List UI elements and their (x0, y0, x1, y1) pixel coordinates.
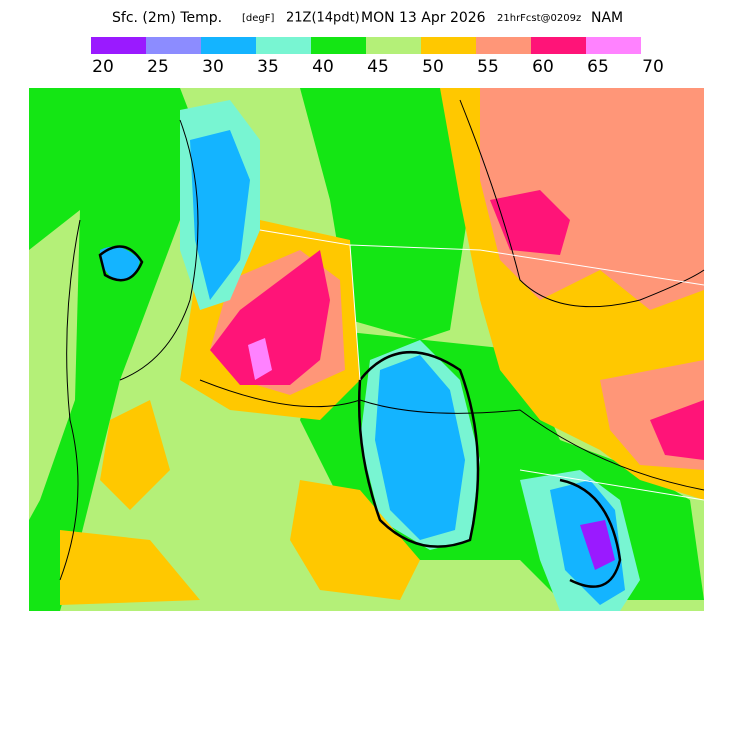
legend-swatch (586, 37, 641, 54)
title-model: NAM (591, 10, 623, 26)
legend-label: 35 (257, 57, 279, 77)
legend-swatch (476, 37, 531, 54)
contour (559, 478, 622, 588)
legend: 20 25 30 35 40 45 50 55 60 65 70 (91, 37, 664, 77)
title: Sfc. (2m) Temp. [degF] 21Z(14pdt) MON 13… (112, 10, 623, 26)
region-60 (490, 190, 570, 255)
legend-label: 30 (202, 57, 224, 77)
title-date: MON 13 Apr 2026 (361, 10, 486, 26)
region-55 (480, 88, 704, 310)
legend-swatch (421, 37, 476, 54)
title-forecast: 21hrFcst@0209z (497, 13, 581, 24)
legend-label: 50 (422, 57, 444, 77)
region-50 (290, 480, 420, 600)
region-50 (100, 400, 170, 510)
region-45 (29, 210, 80, 520)
region-50 (60, 530, 200, 605)
legend-label: 55 (477, 57, 499, 77)
contour (357, 351, 480, 548)
legend-label: 25 (147, 57, 169, 77)
contour (459, 99, 705, 308)
legend-swatch (531, 37, 586, 54)
legend-swatch (366, 37, 421, 54)
region-30 (190, 130, 250, 300)
contour (98, 245, 144, 282)
legend-swatch (311, 37, 366, 54)
legend-swatch (256, 37, 311, 54)
region-65 (248, 338, 272, 380)
contour (119, 119, 199, 381)
legend-label: 65 (587, 57, 609, 77)
legend-label: 45 (367, 57, 389, 77)
title-text: Sfc. (2m) Temp. (112, 10, 222, 26)
legend-swatch (201, 37, 256, 54)
region-20 (580, 520, 615, 570)
region-60 (650, 400, 704, 460)
region-30 (100, 246, 140, 281)
region-40 (300, 88, 470, 340)
title-time: 21Z(14pdt) (286, 11, 360, 26)
legend-label: 70 (642, 57, 664, 77)
legend-label: 20 (92, 57, 114, 77)
region-60 (210, 250, 330, 385)
region-30 (375, 355, 465, 540)
contour (199, 379, 705, 491)
map (29, 88, 705, 611)
legend-label: 60 (532, 57, 554, 77)
state-border (259, 229, 705, 501)
legend-swatch (91, 37, 146, 54)
title-units: [degF] (242, 13, 275, 24)
legend-swatch (146, 37, 201, 54)
legend-label: 40 (312, 57, 334, 77)
contour (59, 219, 81, 581)
